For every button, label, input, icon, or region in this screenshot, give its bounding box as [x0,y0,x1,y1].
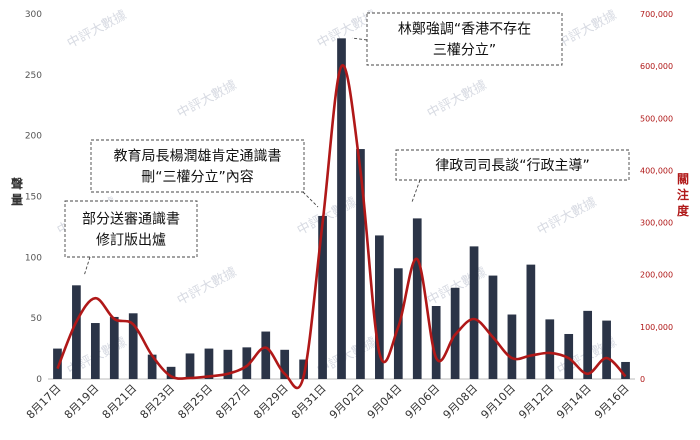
bar [318,215,327,379]
bar [299,359,308,379]
bar [109,316,119,379]
annotation-box [395,149,630,181]
y-left-tick-label: 250 [25,71,42,81]
bar [53,348,62,379]
watermark: 中評大數據 [175,78,239,122]
y-right-tick-label: 500,000 [640,114,673,123]
annotation-text: 部分送審通識書 [82,212,180,228]
watermark: 中評大數據 [535,195,599,239]
y-right-tick-label: 0 [640,375,645,384]
y-left-tick-label: 100 [25,253,42,263]
y-right-tick-label: 300,000 [640,219,673,228]
y-right-tick-label: 600,000 [640,62,673,71]
watermark: 中評大數據 [295,195,359,239]
bar [602,320,611,379]
y-left-axis-title: 聲 [11,176,23,191]
bar [242,347,252,379]
annotation-text: 刪“三權分立”內容 [141,169,254,186]
y-left-axis-title: 量 [11,193,23,207]
annotation-leader [411,179,421,203]
x-tick-label: 8月21日 [100,382,140,422]
watermark: 中評大數據 [175,265,239,309]
bar [564,333,574,379]
bar [261,331,271,379]
x-tick-label: 8月29日 [251,382,291,422]
bar [621,361,630,379]
bar [469,246,479,379]
bar [375,235,384,379]
x-tick-label: 8月25日 [175,382,215,422]
annotation-box [366,12,563,66]
bar [337,38,346,379]
x-tick-label: 9月12日 [516,382,556,422]
bar [128,313,138,379]
y-right-tick-label: 400,000 [640,166,673,175]
x-tick-label: 9月16日 [592,382,632,422]
y-left-tick-label: 0 [36,375,42,385]
annotation-leader [302,191,319,208]
x-tick-label: 9月06日 [403,382,443,422]
bar [204,348,214,379]
bar [526,264,536,379]
bar [412,218,422,379]
annotation-text: 林鄭強調“香港不存在 [398,22,531,38]
x-tick-label: 8月27日 [213,382,253,422]
bar [166,366,176,379]
y-left-tick-label: 50 [31,314,43,324]
y-right-tick-label: 700,000 [640,10,673,19]
x-tick-label: 9月14日 [554,382,594,422]
bar [545,319,555,379]
bar [185,353,195,379]
y-right-tick-label: 100,000 [640,323,673,332]
annotation-text: 修訂版出爐 [96,233,166,249]
bar [72,285,81,379]
bar [507,314,517,379]
y-left-tick-label: 200 [25,132,42,142]
bar [431,306,441,379]
x-tick-label: 9月10日 [478,382,518,422]
bar [90,323,100,379]
x-tick-label: 8月17日 [24,382,64,422]
series-line [56,64,627,390]
y-right-axis-title: 度 [677,203,690,218]
y-left-tick-label: 150 [25,193,42,203]
annotation-layer: 部分送審通識書修訂版出爐教育局長楊潤雄肯定通識書刪“三權分立”內容林鄭強調“香港… [64,12,630,277]
annotation-text: 三權分立” [433,43,496,59]
bar [147,354,157,379]
watermark: 中評大數據 [555,8,619,52]
watermark: 中評大數據 [65,8,129,52]
y-left-tick-label: 300 [25,10,42,20]
annotation-box [64,200,198,258]
x-tick-label: 9月02日 [327,382,367,422]
annotation-box [90,139,305,193]
annotation-callout: 律政司司長談“行政主導” [395,149,630,203]
bar [356,149,365,379]
bar [488,275,498,379]
x-tick-label: 9月04日 [365,382,405,422]
annotation-leader [83,256,91,277]
bar [280,349,290,379]
y-right-axis-title: 注 [677,187,689,202]
y-right-tick-label: 200,000 [640,271,673,280]
y-right-axis-title: 關 [677,172,689,186]
annotation-text: 教育局長楊潤雄肯定通識書 [114,148,282,165]
x-tick-label: 8月23日 [138,382,178,422]
bar [223,349,233,379]
x-tick-label: 8月19日 [62,382,102,422]
bar [583,310,593,379]
watermark: 中評大數據 [425,78,489,122]
annotation-text: 律政司司長談“行政主導” [435,158,590,174]
annotation-leader [351,37,368,41]
x-tick-label: 9月08日 [441,382,481,422]
